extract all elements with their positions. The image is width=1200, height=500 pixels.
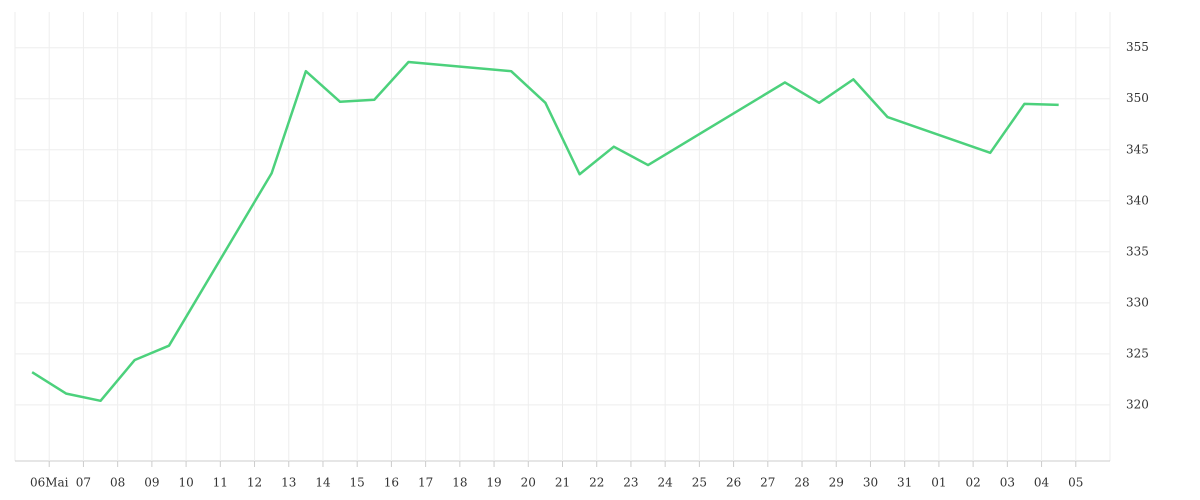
- x-tick-label: 16: [384, 476, 399, 490]
- x-tick-label: 26: [726, 476, 741, 490]
- x-tick-label: 21: [555, 476, 570, 490]
- x-tick-label: 18: [452, 476, 467, 490]
- x-tick-label: 04: [1034, 476, 1050, 490]
- x-tick-label: 17: [418, 476, 433, 490]
- y-tick-label: 335: [1126, 244, 1149, 258]
- x-tick-label: 06Mai: [30, 476, 69, 490]
- line: [31, 60, 1059, 403]
- x-tick-label: 23: [623, 476, 638, 490]
- y-tick-label: 330: [1126, 295, 1149, 309]
- x-tick-label: 29: [829, 476, 844, 490]
- x-tick-label: 10: [178, 476, 193, 490]
- x-tick-label: 07: [76, 476, 91, 490]
- x-tick-label: 28: [794, 476, 809, 490]
- y-tick-label: 325: [1126, 346, 1149, 360]
- x-tick-label: 30: [863, 476, 878, 490]
- y-tick-label: 320: [1126, 397, 1149, 411]
- x-tick-label: 05: [1068, 476, 1083, 490]
- x-tick-label: 12: [247, 476, 262, 490]
- y-tick-label: 355: [1126, 40, 1149, 54]
- x-tick-label: 20: [521, 476, 536, 490]
- x-tick-label: 31: [897, 476, 912, 490]
- x-tick-label: 25: [692, 476, 707, 490]
- x-tick-label: 11: [213, 476, 228, 490]
- x-tick-label: 03: [1000, 476, 1015, 490]
- x-tick-label: 13: [281, 476, 296, 490]
- y-tick-label: 350: [1126, 91, 1149, 105]
- y-tick-label: 340: [1126, 193, 1149, 207]
- x-tick-label: 22: [589, 476, 604, 490]
- x-tick-label: 14: [315, 476, 331, 490]
- x-tick-label: 02: [965, 476, 980, 490]
- x-tick-label: 15: [350, 476, 365, 490]
- x-tick-label: 27: [760, 476, 775, 490]
- x-tick-label: 01: [931, 476, 946, 490]
- y-tick-label: 345: [1126, 142, 1149, 156]
- x-tick-label: 08: [110, 476, 125, 490]
- x-tick-label: 19: [486, 476, 501, 490]
- x-tick-label: 09: [144, 476, 159, 490]
- x-tick-label: 24: [658, 476, 674, 490]
